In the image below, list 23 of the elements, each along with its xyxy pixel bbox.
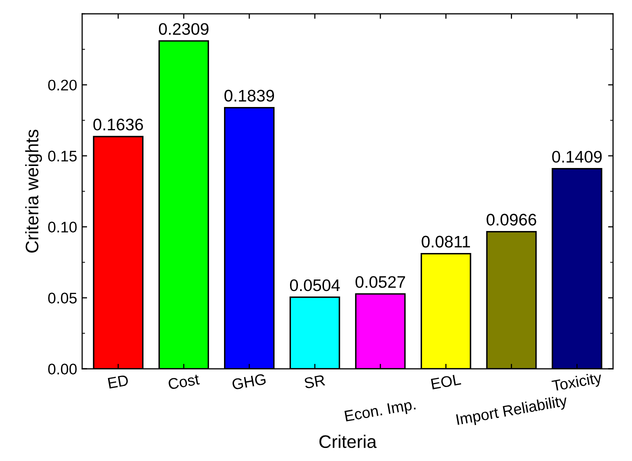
y-axis-title: Criteria weights	[25, 130, 42, 253]
data-label: 0.0966	[486, 214, 536, 226]
y-tick-label: 0.20	[48, 80, 77, 91]
data-label: 0.1409	[552, 150, 602, 163]
data-label: 0.0504	[290, 279, 340, 292]
x-tick-label: Econ. Imp.	[344, 398, 416, 425]
data-label: 0.1636	[93, 118, 143, 130]
x-tick-label: ED	[108, 374, 129, 389]
x-tick-label: GHG	[232, 374, 266, 390]
x-axis-title: Criteria	[319, 434, 377, 448]
data-label: 0.0811	[422, 236, 470, 248]
x-tick-label: Cost	[168, 374, 200, 390]
y-tick-label: 0.10	[48, 222, 77, 232]
x-tick-label: Toxicity	[551, 372, 603, 394]
x-tick-label: SR	[304, 374, 326, 389]
data-label: 0.0527	[356, 276, 406, 288]
y-tick-label: 0.15	[48, 150, 77, 162]
x-tick-label: Import Reliability	[456, 394, 568, 428]
data-label: 0.2309	[158, 23, 208, 35]
x-tick-label: EOL	[430, 374, 462, 390]
y-tick-label: 0.05	[48, 292, 77, 304]
y-tick-label: 0.00	[48, 364, 77, 374]
data-label: 0.1839	[224, 90, 274, 102]
